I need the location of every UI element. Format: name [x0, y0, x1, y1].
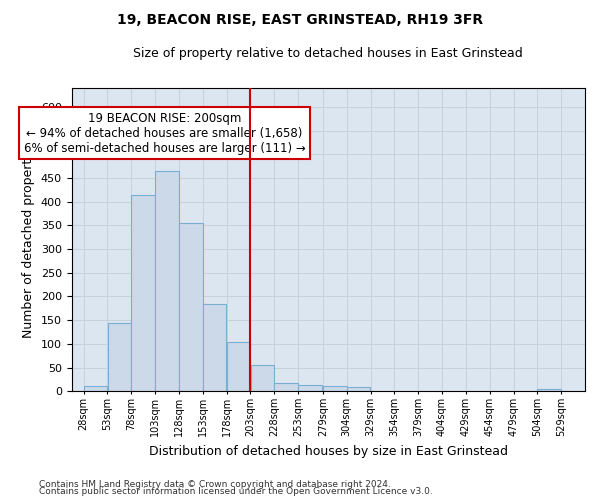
Bar — [107, 324, 131, 391]
Bar — [274, 382, 298, 391]
Text: 19 BEACON RISE: 200sqm
← 94% of detached houses are smaller (1,658)
6% of semi-d: 19 BEACON RISE: 200sqm ← 94% of detached… — [24, 112, 305, 154]
Bar — [347, 388, 370, 391]
Bar — [84, 386, 107, 391]
Text: Contains HM Land Registry data © Crown copyright and database right 2024.: Contains HM Land Registry data © Crown c… — [39, 480, 391, 489]
Bar — [131, 194, 155, 391]
Bar — [251, 365, 274, 391]
Text: Contains public sector information licensed under the Open Government Licence v3: Contains public sector information licen… — [39, 487, 433, 496]
X-axis label: Distribution of detached houses by size in East Grinstead: Distribution of detached houses by size … — [149, 444, 508, 458]
Bar — [203, 304, 226, 391]
Bar — [179, 223, 203, 391]
Text: 19, BEACON RISE, EAST GRINSTEAD, RH19 3FR: 19, BEACON RISE, EAST GRINSTEAD, RH19 3F… — [117, 12, 483, 26]
Bar — [538, 389, 561, 391]
Bar — [155, 171, 179, 391]
Y-axis label: Number of detached properties: Number of detached properties — [22, 141, 35, 338]
Bar — [227, 342, 250, 391]
Title: Size of property relative to detached houses in East Grinstead: Size of property relative to detached ho… — [133, 48, 523, 60]
Bar — [298, 385, 322, 391]
Bar — [323, 386, 347, 391]
